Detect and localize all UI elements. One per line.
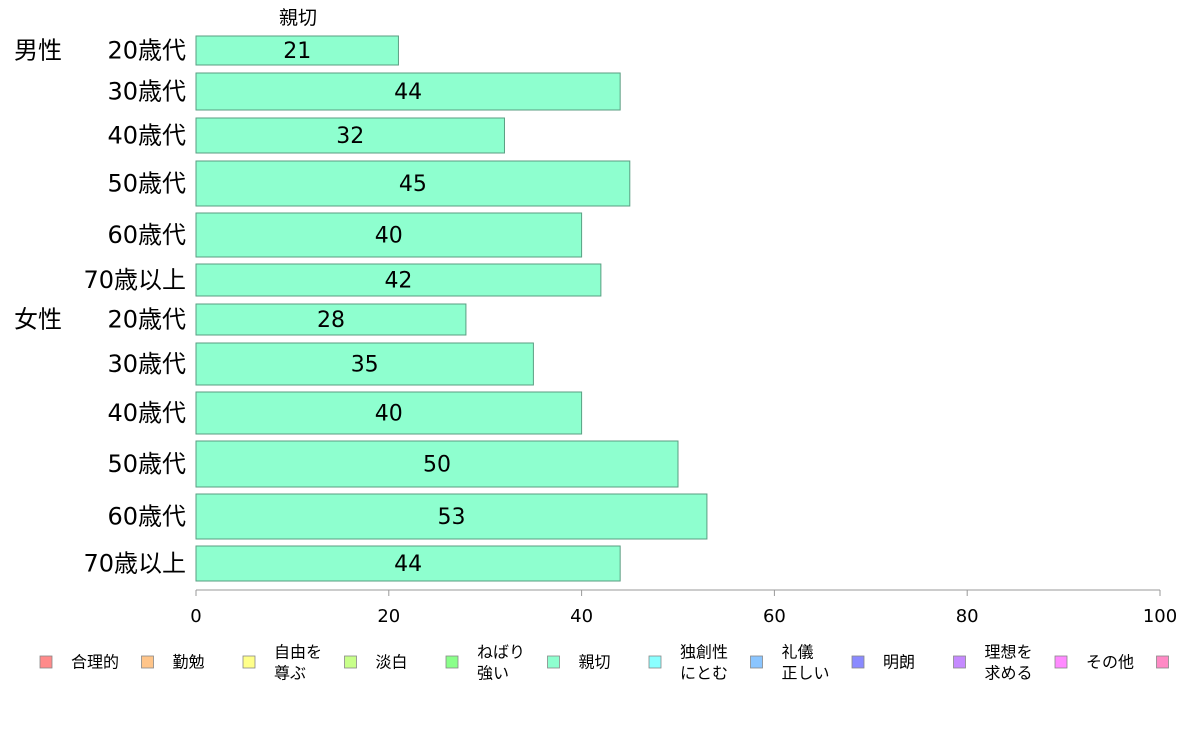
bar-value-label: 50 [423,453,451,478]
legend-swatch [445,655,459,669]
bar-value-label: 45 [399,172,427,197]
legend-label: 淡白 [376,653,408,672]
bar-value-label: 32 [336,124,364,149]
x-tick-label: 80 [956,606,979,627]
bar-value-label: 44 [394,552,422,577]
category-label: 50歳代 [107,170,186,198]
legend-label: 求める [985,664,1033,683]
bar [195,391,583,435]
legend-swatch [39,655,53,669]
group-label: 男性 [14,37,62,65]
bar-value-label: 42 [384,269,412,294]
legend-label: 強い [477,664,509,683]
legend-label: にとむ [680,664,728,683]
category-label: 60歳代 [107,503,186,531]
bar-value-label: 35 [351,353,379,378]
legend-label: 正しい [782,664,830,683]
bar-value-label: 40 [375,402,403,427]
bar [195,493,708,540]
bar-value-label: 28 [317,308,345,333]
category-label: 20歳代 [107,306,186,334]
bar [195,303,467,336]
group-label: 女性 [14,306,62,334]
x-tick-label: 60 [763,606,786,627]
bar-value-label: 40 [375,224,403,249]
legend-label: 親切 [579,653,611,672]
bar [195,545,621,582]
category-label: 30歳代 [107,78,186,106]
bar [195,35,399,66]
category-label: 70歳以上 [83,550,186,578]
category-label: 40歳代 [107,399,186,427]
legend-label: 明朗 [883,653,915,672]
bar [195,160,631,207]
category-label: 50歳代 [107,450,186,478]
legend-swatch [648,655,662,669]
bar [195,212,583,258]
x-tick-label: 20 [377,606,400,627]
legend-swatch [953,655,966,669]
legend-swatch [344,655,357,669]
legend-label: 自由を [274,643,322,662]
category-label: 20歳代 [107,37,186,65]
legend-swatch [141,655,154,669]
legend-label: 礼儀 [782,643,814,662]
legend-swatch [242,655,256,669]
x-tick-label: 100 [1143,606,1177,627]
legend-label: 勤勉 [173,653,205,672]
legend-swatch [1156,655,1169,669]
bar-value-label: 44 [394,80,422,105]
legend-swatch [1054,655,1068,669]
legend-label: 独創性 [680,643,728,662]
x-tick-label: 0 [190,606,201,627]
x-tick-label: 40 [570,606,593,627]
bar [195,440,679,488]
legend-label: 理想を [985,643,1033,662]
series-title: 親切 [279,7,317,29]
bar [195,342,534,386]
legend-label: その他 [1086,653,1134,672]
bar-value-label: 21 [283,39,311,64]
category-label: 40歳代 [107,122,186,150]
bar [195,72,621,111]
legend-swatch [750,655,763,669]
legend-label: ねばり [477,643,525,662]
legend-swatch [547,655,560,669]
category-label: 70歳以上 [83,266,186,294]
bar [195,263,602,297]
category-label: 60歳代 [107,221,186,249]
legend-swatch [851,655,865,669]
legend-label: 合理的 [71,653,119,672]
bar [195,117,505,154]
legend-label: 尊ぶ [274,664,306,683]
category-label: 30歳代 [107,350,186,378]
bar-value-label: 53 [437,505,465,530]
